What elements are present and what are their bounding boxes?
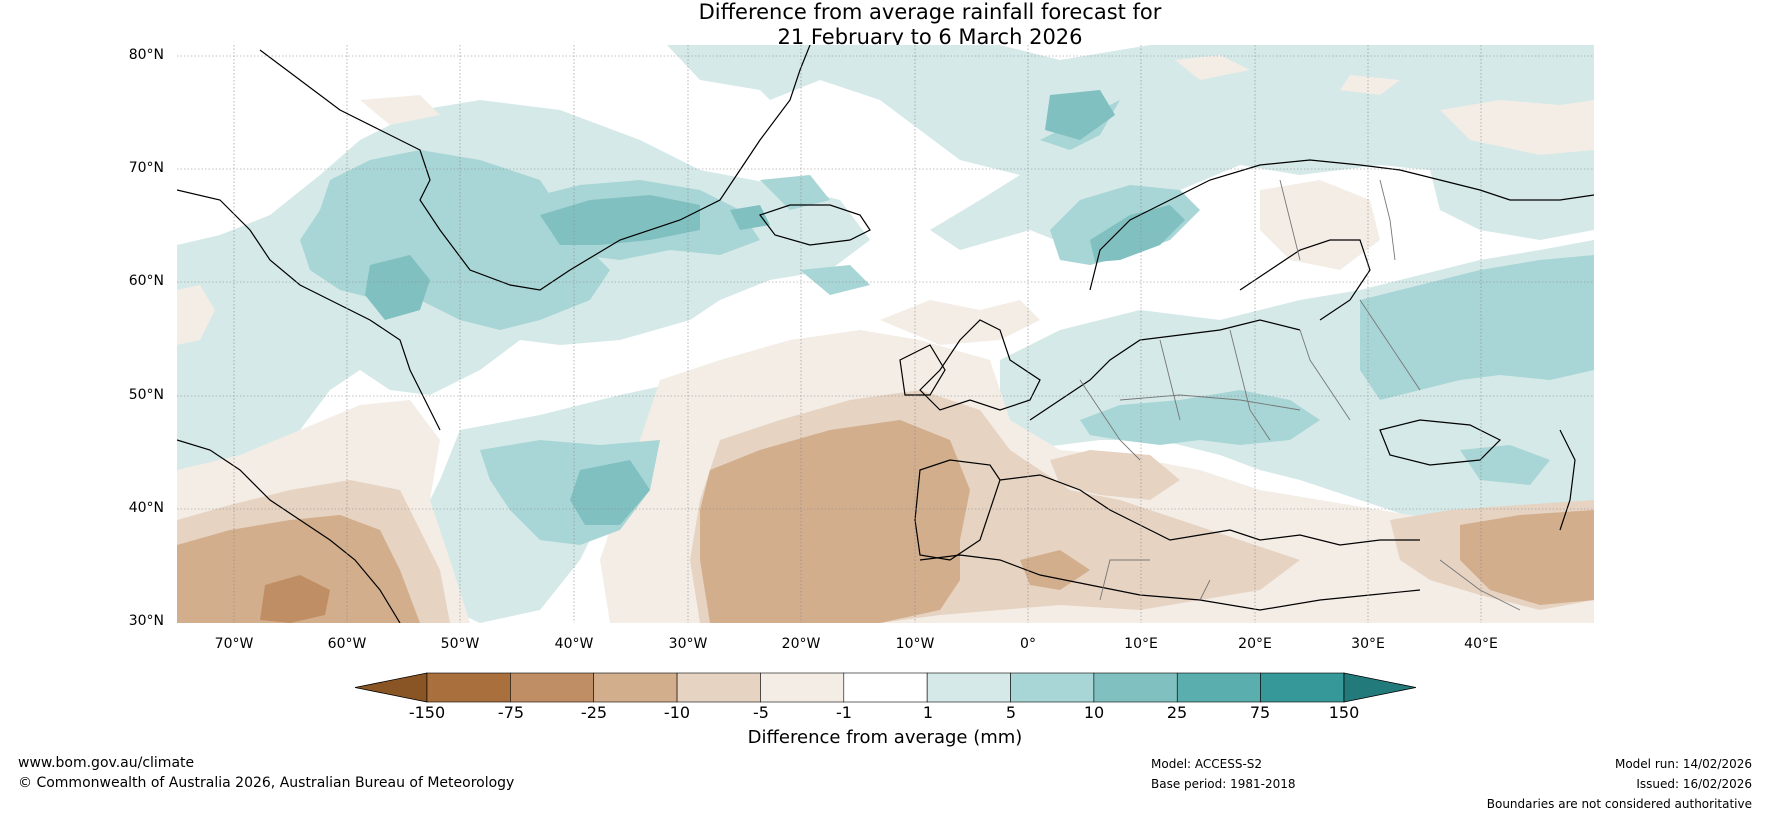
lon-label-30e: 30°E [1351,636,1385,652]
dry-anomaly-strong [177,420,1594,623]
colorbar-segment [1176,672,1261,703]
lat-label-70n: 70°N [128,160,164,176]
europe-coast [1029,319,1301,421]
lat-label-80n: 80°N [128,47,164,63]
colorbar-segment [676,672,761,703]
africa-coast [919,554,1421,611]
colorbar-segment [926,672,1011,703]
lon-label-40e: 40°E [1464,636,1498,652]
colorbar-segment [426,672,511,703]
colorbar-segment [843,672,928,703]
colorbar-extend-high [1343,672,1417,703]
lon-label-70w: 70°W [214,636,254,652]
colorbar-segment [510,672,595,703]
colorbar-tick: 1 [922,703,934,722]
colorbar-tick: -25 [580,703,608,722]
scandinavia-coast [1089,159,1594,291]
map-area [177,45,1594,623]
lon-label-0: 0° [1020,636,1036,652]
mediterranean-north [999,474,1420,546]
colorbar-extend-low [354,672,428,703]
colorbar-tick: 75 [1249,703,1271,722]
iceland-coast [759,204,871,246]
copyright-text: © Commonwealth of Australia 2026, Austra… [18,775,515,791]
issued-text: Issued: 16/02/2026 [1636,777,1752,791]
colorbar-label: Difference from average (mm) [747,727,1023,748]
wet-anomaly-strong [365,90,1185,525]
lon-label-20e: 20°E [1238,636,1272,652]
model-text: Model: ACCESS-S2 [1151,757,1263,771]
caspian [1559,429,1576,531]
colorbar-tick: -1 [836,703,852,722]
lon-label-20w: 20°W [781,636,821,652]
colorbar-tick: -10 [663,703,691,722]
colorbar-tick: -5 [753,703,769,722]
colorbar-segment [1093,672,1178,703]
lon-label-60w: 60°W [327,636,367,652]
colorbar-tick: 10 [1083,703,1105,722]
colorbar [354,672,1417,703]
lon-label-30w: 30°W [668,636,708,652]
graticule [177,45,1594,623]
lat-label-40n: 40°N [128,500,164,516]
lon-label-40w: 40°W [554,636,594,652]
greenland-coast [259,45,811,291]
lat-label-60n: 60°N [128,273,164,289]
colorbar-tick: -75 [497,703,525,722]
website-text: www.bom.gov.au/climate [18,755,195,771]
colorbar-tick: 5 [1005,703,1017,722]
coastlines [177,45,1594,623]
title-line-1: Difference from average rainfall forecas… [698,0,1162,24]
borders [1079,179,1521,611]
lon-label-10e: 10°E [1124,636,1158,652]
north-america-coast [177,439,401,623]
chart-title: Difference from average rainfall forecas… [0,0,1770,50]
colorbar-segment [1010,672,1095,703]
colorbar-segment [1260,672,1345,703]
iberia-coast [914,459,1001,561]
ireland-coast [899,344,946,396]
dry-anomaly-very-strong [260,575,330,623]
base-period-text: Base period: 1981-2018 [1151,777,1296,791]
uk-coast [919,319,1041,411]
black-sea [1379,419,1502,466]
lat-label-30n: 30°N [128,613,164,629]
gulf-of-bothnia [1239,239,1371,321]
lat-label-50n: 50°N [128,387,164,403]
lon-label-50w: 50°W [440,636,480,652]
colorbar-segment [593,672,678,703]
colorbar-tick: 25 [1166,703,1188,722]
colorbar-tick: -150 [408,703,446,722]
disclaimer-text: Boundaries are not considered authoritat… [1486,797,1752,811]
colorbar-tick: 150 [1328,703,1360,722]
lon-label-10w: 10°W [895,636,935,652]
model-run-text: Model run: 14/02/2026 [1614,757,1752,771]
colorbar-segment [760,672,845,703]
labrador-coast [177,189,441,431]
